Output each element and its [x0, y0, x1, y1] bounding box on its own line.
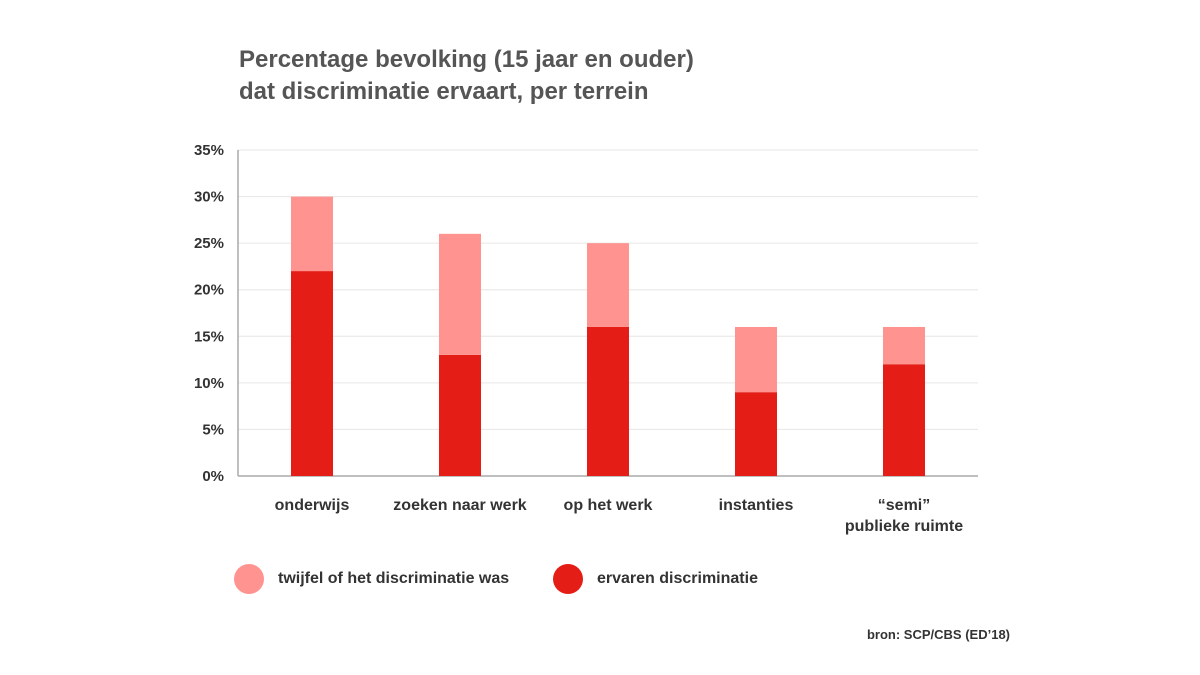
x-category-label: publieke ruimte	[845, 518, 963, 535]
y-tick-label: 5%	[202, 421, 224, 438]
chart-title-line-1: Percentage bevolking (15 jaar en ouder)	[239, 46, 694, 73]
chart-title-line-2: dat discriminatie ervaart, per terrein	[239, 78, 649, 105]
bar-doubt-0	[291, 196, 333, 272]
x-category-label: op het werk	[564, 497, 653, 514]
y-tick-label: 35%	[194, 142, 224, 159]
bar-doubt-1	[439, 233, 481, 355]
y-tick-label: 10%	[194, 375, 224, 392]
bar-experienced-2	[587, 326, 629, 476]
legend-swatch-doubt	[234, 564, 264, 594]
bar-experienced-1	[439, 354, 481, 476]
bar-chart: 0% 5% 10% 15% 20% 25% 30% 35% onderwijs zoeken na…	[194, 142, 978, 535]
bar-experienced-3	[735, 392, 777, 476]
x-category-label: zoeken naar werk	[393, 497, 527, 514]
legend-item-experienced: ervaren discriminatie	[553, 564, 758, 594]
bar-doubt-2	[587, 243, 629, 327]
legend-item-doubt: twijfel of het discriminatie was	[234, 564, 509, 594]
x-category-label: instanties	[719, 497, 794, 514]
source-note: bron: SCP/CBS (ED’18)	[866, 627, 1010, 642]
bar-doubt-3	[735, 326, 777, 393]
legend-swatch-experienced	[553, 564, 583, 594]
bar-experienced-0	[291, 271, 333, 476]
y-tick-label: 20%	[194, 282, 224, 299]
bar-doubt-4	[883, 326, 925, 365]
bar-experienced-4	[883, 364, 925, 476]
y-tick-label: 15%	[194, 328, 224, 345]
y-tick-label: 25%	[194, 235, 224, 252]
legend-label-doubt: twijfel of het discriminatie was	[278, 570, 510, 587]
legend-label-experienced: ervaren discriminatie	[597, 570, 758, 587]
y-tick-label: 0%	[202, 468, 224, 485]
y-tick-label: 30%	[194, 189, 224, 206]
chart-title: Percentage bevolking (15 jaar en ouder) …	[239, 44, 694, 108]
x-category-label: “semi”	[878, 497, 930, 514]
x-category-label: onderwijs	[275, 497, 350, 514]
